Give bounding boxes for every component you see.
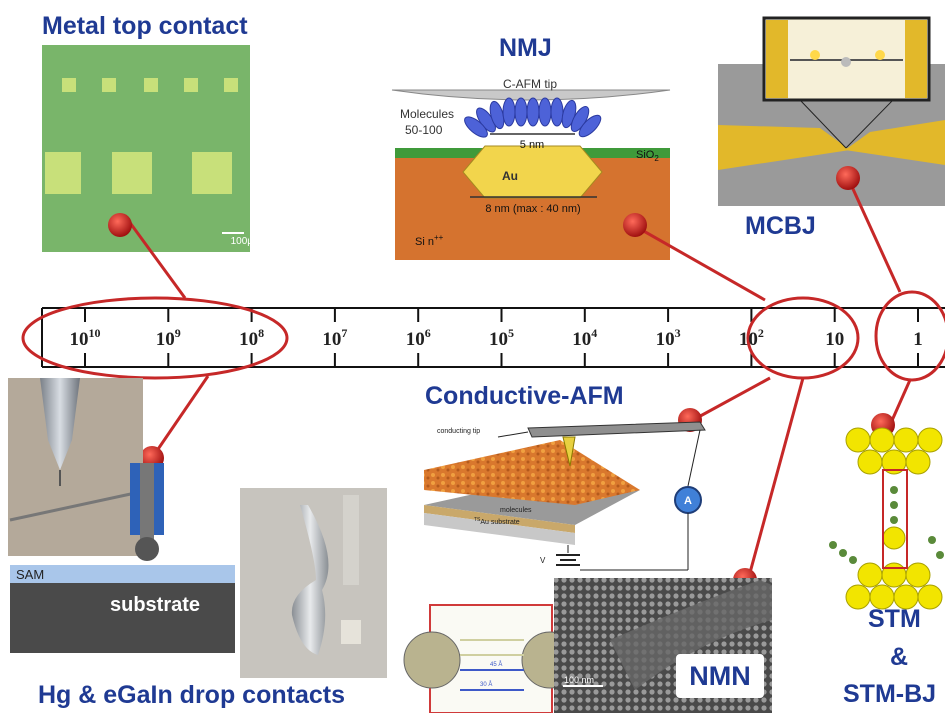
- scale-tick-label: 105: [489, 326, 514, 350]
- nmn-label: NMN: [689, 661, 751, 691]
- nmj-molecules: [464, 97, 602, 138]
- scale-tick-label: 107: [322, 326, 347, 350]
- metal-top-contact-title: Metal top contact: [42, 12, 248, 40]
- hg-syringe-photo: [8, 378, 143, 556]
- scale-tick-label: 109: [156, 326, 181, 350]
- nmj-au-label: Au: [502, 169, 518, 183]
- stm-bj-title: STM-BJ: [843, 680, 937, 708]
- hg-egain-title: Hg & eGaIn drop contacts: [38, 681, 345, 709]
- afm-molecules-label: molecules: [500, 507, 532, 514]
- scale-tick-label: 108: [239, 326, 264, 350]
- metal-top-contact-image: [42, 45, 250, 252]
- ammeter-icon: A: [684, 495, 692, 507]
- scale-tick-label: 104: [572, 326, 597, 350]
- nmj-title: NMJ: [499, 34, 552, 62]
- nmj-molecules-count: 50-100: [405, 123, 443, 137]
- nmj-width-small: 5 nm: [520, 139, 544, 151]
- scale-tick-label: 10: [825, 329, 844, 350]
- afm-substrate-label: TSAu substrate: [474, 517, 520, 526]
- scale-tick-marks: [84, 308, 919, 367]
- conductive-afm-title: Conductive-AFM: [425, 382, 624, 410]
- conductive-afm-diagram: [424, 421, 706, 571]
- scale-tick-label: 1: [913, 329, 923, 350]
- substrate-label: substrate: [110, 594, 200, 616]
- stm-title: STM: [868, 605, 921, 633]
- mcbj-image: [718, 16, 945, 206]
- nmj-sio2-label: SiO2: [636, 149, 659, 163]
- highlight-connectors: [21, 177, 945, 581]
- scale-tick-label: 106: [406, 326, 431, 350]
- nmj-width-large: 8 nm (max : 40 nm): [485, 203, 580, 215]
- nmn-inset-a: 45 Å: [490, 661, 502, 668]
- mcbj-title: MCBJ: [745, 212, 816, 240]
- sam-label: SAM: [16, 567, 44, 582]
- nmj-tip-label: C-AFM tip: [503, 77, 557, 91]
- egain-junction-schematic: [10, 463, 235, 653]
- nmn-label-box: NMN: [676, 654, 764, 698]
- egain-drop-photo: [240, 488, 387, 678]
- afm-voltage-label: V: [540, 556, 546, 565]
- nmj-molecules-label: Molecules: [400, 107, 454, 121]
- scale-tick-label: 102: [739, 326, 764, 350]
- nmj-diagram: [391, 89, 671, 260]
- nmn-inset-b: 30 Å: [480, 681, 492, 688]
- stm-amp: &: [890, 643, 909, 671]
- stm-bj-diagram: [829, 427, 944, 610]
- metal-scalebar-label: 100µm: [231, 236, 262, 247]
- nmj-si-label: Si n++: [415, 233, 444, 248]
- scale-tick-label: 103: [656, 326, 681, 350]
- nmn-scalebar-label: 100 nm: [564, 675, 594, 685]
- afm-tip-label: conducting tip: [437, 428, 480, 435]
- scale-tick-label: 1010: [70, 326, 101, 350]
